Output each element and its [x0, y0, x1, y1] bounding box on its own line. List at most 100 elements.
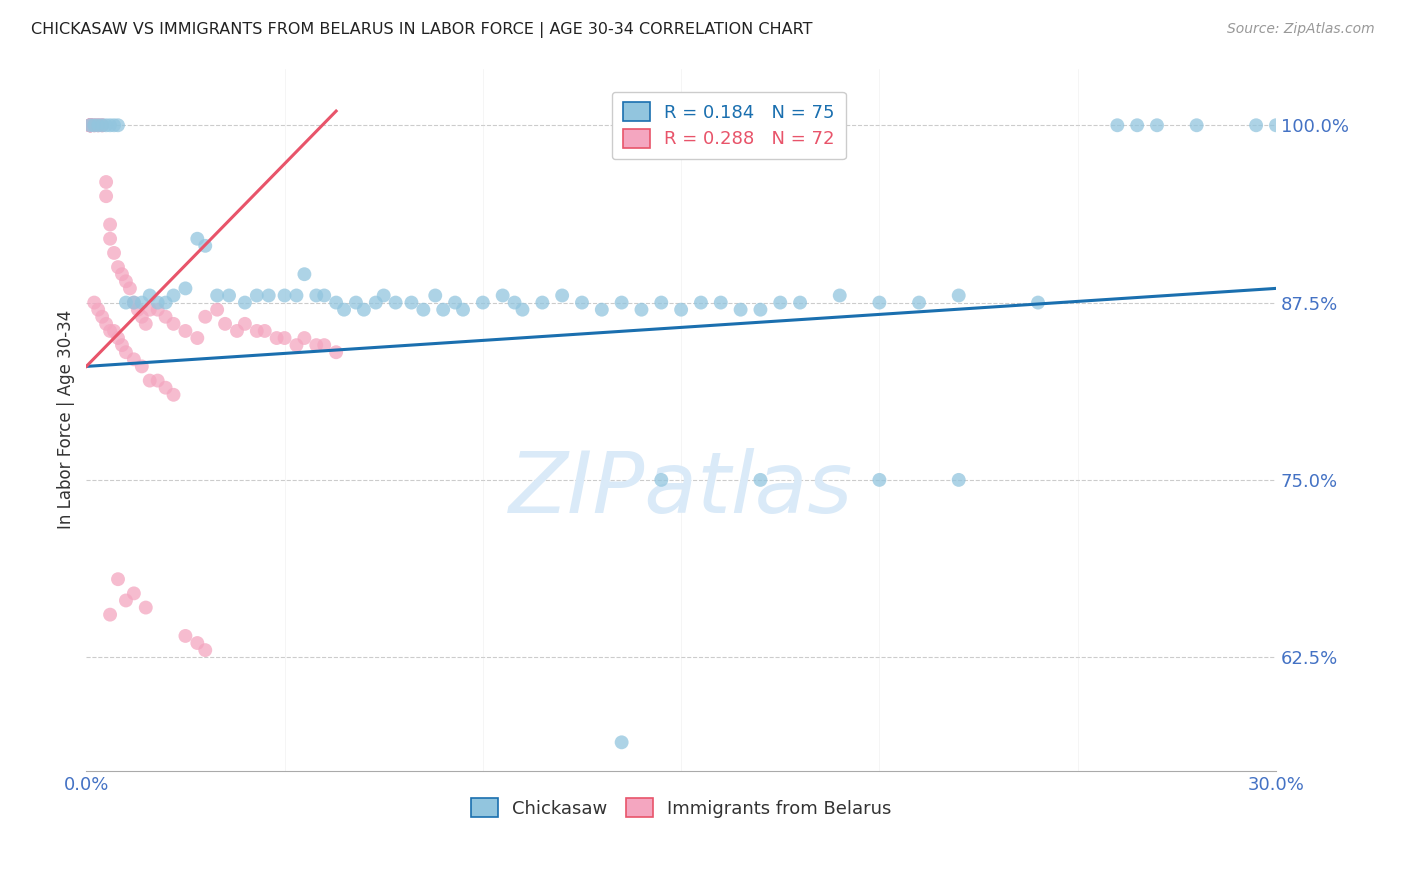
Chickasaw	[868, 473, 890, 487]
Immigrants from Belarus	[98, 324, 121, 338]
Immigrants from Belarus	[325, 345, 347, 359]
Chickasaw	[412, 302, 434, 317]
Immigrants from Belarus	[79, 118, 101, 132]
Chickasaw	[314, 288, 336, 302]
Immigrants from Belarus	[79, 118, 101, 132]
Chickasaw	[610, 295, 633, 310]
Immigrants from Belarus	[98, 607, 121, 622]
Immigrants from Belarus	[118, 281, 141, 295]
Chickasaw	[828, 288, 851, 302]
Chickasaw	[789, 295, 811, 310]
Chickasaw	[710, 295, 733, 310]
Chickasaw	[471, 295, 494, 310]
Immigrants from Belarus	[162, 317, 184, 331]
Chickasaw	[503, 295, 526, 310]
Chickasaw	[451, 302, 474, 317]
Chickasaw	[344, 295, 367, 310]
Immigrants from Belarus	[135, 600, 157, 615]
Chickasaw	[1265, 118, 1288, 132]
Immigrants from Belarus	[103, 246, 125, 260]
Immigrants from Belarus	[131, 359, 153, 374]
Chickasaw	[908, 295, 931, 310]
Immigrants from Belarus	[127, 302, 149, 317]
Chickasaw	[186, 232, 208, 246]
Immigrants from Belarus	[79, 118, 101, 132]
Immigrants from Belarus	[91, 118, 114, 132]
Immigrants from Belarus	[314, 338, 336, 352]
Chickasaw	[571, 295, 593, 310]
Immigrants from Belarus	[135, 317, 157, 331]
Immigrants from Belarus	[94, 175, 117, 189]
Chickasaw	[444, 295, 467, 310]
Chickasaw	[749, 302, 772, 317]
Chickasaw	[139, 288, 162, 302]
Chickasaw	[425, 288, 447, 302]
Chickasaw	[1185, 118, 1208, 132]
Chickasaw	[948, 288, 970, 302]
Legend: Chickasaw, Immigrants from Belarus: Chickasaw, Immigrants from Belarus	[464, 791, 898, 825]
Chickasaw	[364, 295, 387, 310]
Immigrants from Belarus	[79, 118, 101, 132]
Immigrants from Belarus	[285, 338, 308, 352]
Chickasaw	[730, 302, 752, 317]
Immigrants from Belarus	[305, 338, 328, 352]
Immigrants from Belarus	[292, 331, 315, 345]
Chickasaw	[948, 473, 970, 487]
Immigrants from Belarus	[273, 331, 295, 345]
Immigrants from Belarus	[94, 317, 117, 331]
Immigrants from Belarus	[253, 324, 276, 338]
Chickasaw	[769, 295, 792, 310]
Immigrants from Belarus	[194, 310, 217, 324]
Immigrants from Belarus	[107, 331, 129, 345]
Chickasaw	[333, 302, 356, 317]
Immigrants from Belarus	[146, 302, 169, 317]
Chickasaw	[373, 288, 395, 302]
Chickasaw	[257, 288, 280, 302]
Immigrants from Belarus	[79, 118, 101, 132]
Immigrants from Belarus	[162, 388, 184, 402]
Immigrants from Belarus	[83, 295, 105, 310]
Chickasaw	[162, 288, 184, 302]
Chickasaw	[146, 295, 169, 310]
Immigrants from Belarus	[79, 118, 101, 132]
Immigrants from Belarus	[122, 586, 145, 600]
Chickasaw	[194, 239, 217, 253]
Chickasaw	[610, 735, 633, 749]
Immigrants from Belarus	[87, 118, 110, 132]
Immigrants from Belarus	[139, 374, 162, 388]
Immigrants from Belarus	[174, 324, 197, 338]
Immigrants from Belarus	[79, 118, 101, 132]
Immigrants from Belarus	[79, 118, 101, 132]
Immigrants from Belarus	[226, 324, 249, 338]
Chickasaw	[591, 302, 613, 317]
Immigrants from Belarus	[122, 295, 145, 310]
Immigrants from Belarus	[87, 302, 110, 317]
Chickasaw	[94, 118, 117, 132]
Immigrants from Belarus	[186, 636, 208, 650]
Chickasaw	[531, 295, 554, 310]
Chickasaw	[98, 118, 121, 132]
Chickasaw	[285, 288, 308, 302]
Chickasaw	[122, 295, 145, 310]
Immigrants from Belarus	[111, 338, 134, 352]
Y-axis label: In Labor Force | Age 30-34: In Labor Force | Age 30-34	[58, 310, 75, 529]
Chickasaw	[79, 118, 101, 132]
Text: Source: ZipAtlas.com: Source: ZipAtlas.com	[1227, 22, 1375, 37]
Chickasaw	[325, 295, 347, 310]
Chickasaw	[551, 288, 574, 302]
Chickasaw	[512, 302, 534, 317]
Immigrants from Belarus	[214, 317, 236, 331]
Immigrants from Belarus	[122, 352, 145, 367]
Immigrants from Belarus	[155, 381, 177, 395]
Chickasaw	[218, 288, 240, 302]
Chickasaw	[432, 302, 454, 317]
Immigrants from Belarus	[115, 274, 138, 288]
Immigrants from Belarus	[174, 629, 197, 643]
Chickasaw	[401, 295, 423, 310]
Chickasaw	[205, 288, 228, 302]
Chickasaw	[384, 295, 406, 310]
Immigrants from Belarus	[79, 118, 101, 132]
Chickasaw	[353, 302, 375, 317]
Immigrants from Belarus	[246, 324, 269, 338]
Chickasaw	[1126, 118, 1149, 132]
